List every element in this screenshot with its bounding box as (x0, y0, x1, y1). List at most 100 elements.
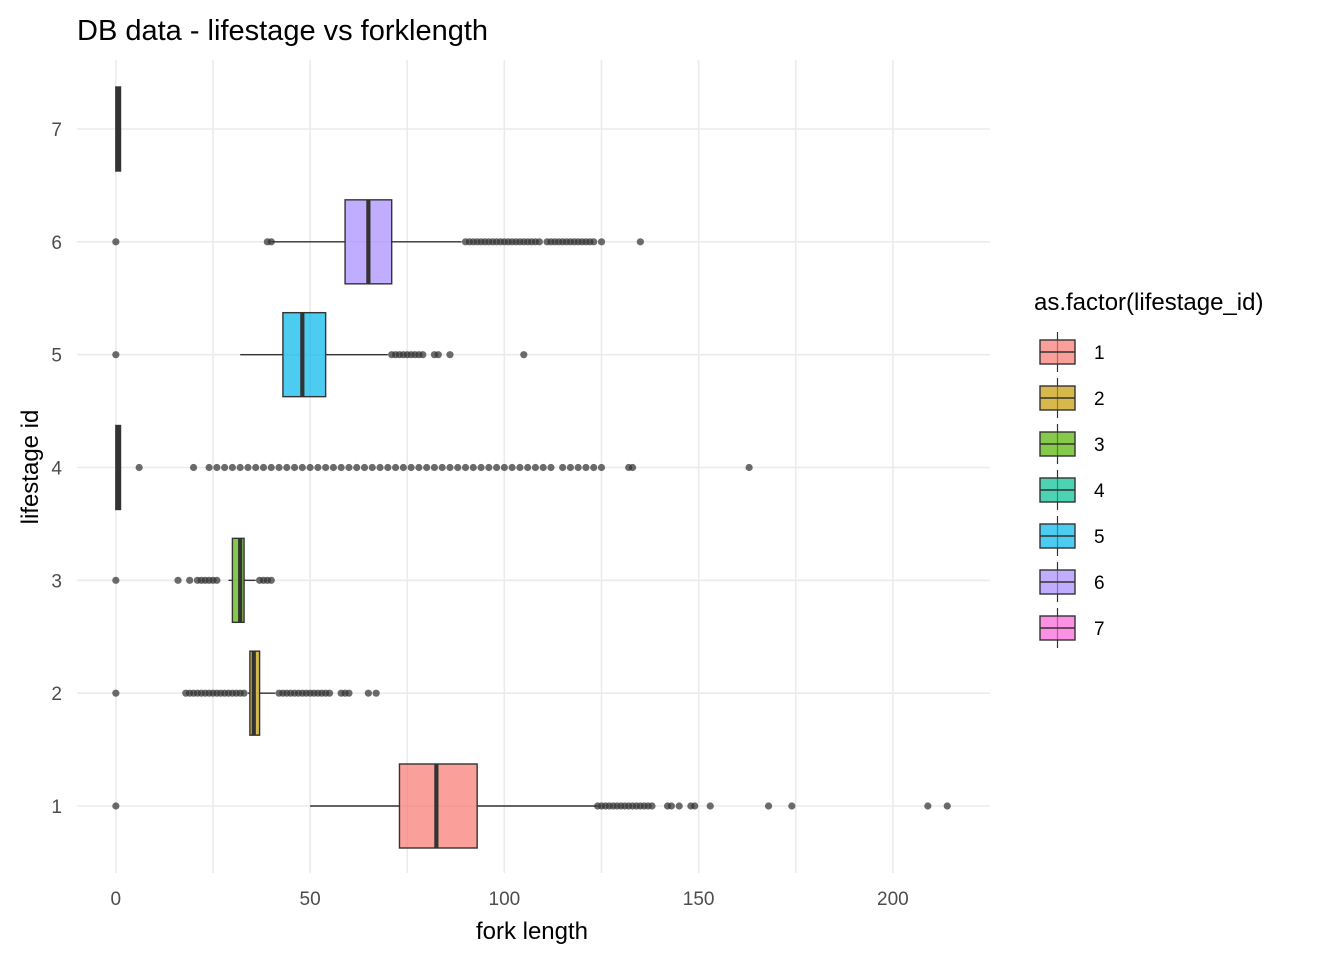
outlier-point (531, 463, 540, 472)
outlier-point (667, 802, 676, 810)
outlier-point (189, 463, 198, 472)
legend: as.factor(lifestage_id) 1 2 3 4 5 6 7 (1034, 289, 1263, 648)
y-tick-label: 3 (51, 571, 62, 592)
outlier-point (259, 463, 268, 472)
outlier-point (706, 802, 714, 810)
y-tick-label: 1 (51, 797, 62, 818)
outlier-point (415, 463, 423, 472)
outlier-point (112, 802, 120, 810)
outlier-point (535, 238, 543, 246)
legend-title: as.factor(lifestage_id) (1034, 289, 1263, 316)
legend-item-3: 3 (1039, 424, 1105, 464)
outlier-point (135, 463, 143, 472)
outlier-point (391, 463, 400, 472)
outlier-point (372, 689, 380, 697)
outlier-point (186, 576, 194, 584)
outlier-point (636, 238, 644, 246)
outlier-point (384, 463, 392, 472)
outlier-point (112, 689, 120, 697)
legend-item-4: 4 (1039, 470, 1105, 510)
x-tick-label: 50 (300, 889, 321, 910)
outlier-point (228, 463, 237, 472)
x-tick-labels: 0 50 100 150 200 (111, 889, 909, 910)
box-3 (228, 537, 256, 624)
legend-label: 7 (1094, 619, 1105, 640)
outlier-point (360, 463, 369, 472)
legend-label: 4 (1094, 481, 1105, 502)
y-tick-label: 2 (51, 684, 62, 705)
outlier-point (597, 238, 606, 246)
outlier-point (745, 463, 753, 472)
legend-label: 2 (1094, 389, 1105, 410)
outlier-point (221, 463, 229, 472)
outlier-point (675, 802, 683, 810)
legend-label: 5 (1094, 527, 1105, 548)
outlier-point (446, 351, 454, 359)
outlier-point (628, 463, 637, 472)
legend-label: 6 (1094, 573, 1105, 594)
y-tick-label: 6 (51, 233, 62, 254)
outlier-point (446, 463, 454, 472)
boxes (115, 86, 598, 849)
legend-item-5: 5 (1039, 516, 1105, 556)
outlier-point (213, 576, 221, 584)
outlier-point (423, 463, 431, 472)
outlier-point (275, 463, 283, 472)
outlier-point (520, 351, 528, 359)
outlier-point (500, 463, 508, 472)
legend-item-1: 1 (1039, 332, 1105, 372)
outlier-point (469, 463, 477, 472)
box-5 (240, 311, 388, 398)
outlier-point (943, 802, 951, 810)
outlier-point (314, 463, 322, 472)
chart-title: DB data - lifestage vs forklength (77, 15, 488, 47)
outlier-point (407, 463, 415, 472)
box-1 (310, 763, 598, 849)
outlier-point (364, 689, 372, 697)
outlier-point (434, 351, 442, 359)
y-tick-labels: 1 2 3 4 5 6 7 (51, 120, 62, 818)
outlier-point (112, 576, 120, 584)
outlier-point (325, 689, 334, 697)
outlier-point (368, 463, 376, 472)
outlier-point (574, 463, 582, 472)
outlier-point (252, 463, 260, 472)
outlier-point (267, 463, 275, 472)
outlier-point (516, 463, 524, 472)
x-axis-title: fork length (476, 918, 588, 945)
outlier-point (244, 463, 252, 472)
legend-item-6: 6 (1039, 562, 1105, 602)
y-tick-label: 7 (51, 120, 62, 141)
y-tick-label: 4 (51, 459, 62, 480)
outlier-point (112, 351, 120, 359)
outlier-point (454, 463, 462, 472)
outlier-point (430, 463, 439, 472)
outlier-point (205, 463, 213, 472)
outlier-point (290, 463, 299, 472)
box-4 (115, 424, 122, 511)
outlier-point (508, 463, 516, 472)
box-2 (247, 650, 276, 736)
outlier-point (298, 463, 306, 472)
outlier-point (306, 463, 314, 472)
outlier-point (924, 802, 932, 810)
outlier-point (345, 463, 353, 472)
outlier-point (524, 463, 532, 472)
outlier-point (691, 802, 699, 810)
outlier-point (590, 463, 598, 472)
outlier-point (764, 802, 773, 810)
outlier-point (648, 802, 656, 810)
outliers (112, 238, 951, 810)
x-tick-label: 200 (877, 889, 909, 910)
outlier-point (438, 463, 446, 472)
outlier-point (112, 238, 120, 246)
box-6 (271, 199, 462, 285)
outlier-point (539, 463, 547, 472)
outlier-point (559, 463, 567, 472)
legend-item-7: 7 (1039, 608, 1105, 648)
outlier-point (329, 463, 338, 472)
legend-label: 1 (1094, 343, 1105, 364)
outlier-point (236, 463, 244, 472)
outlier-point (477, 463, 485, 472)
